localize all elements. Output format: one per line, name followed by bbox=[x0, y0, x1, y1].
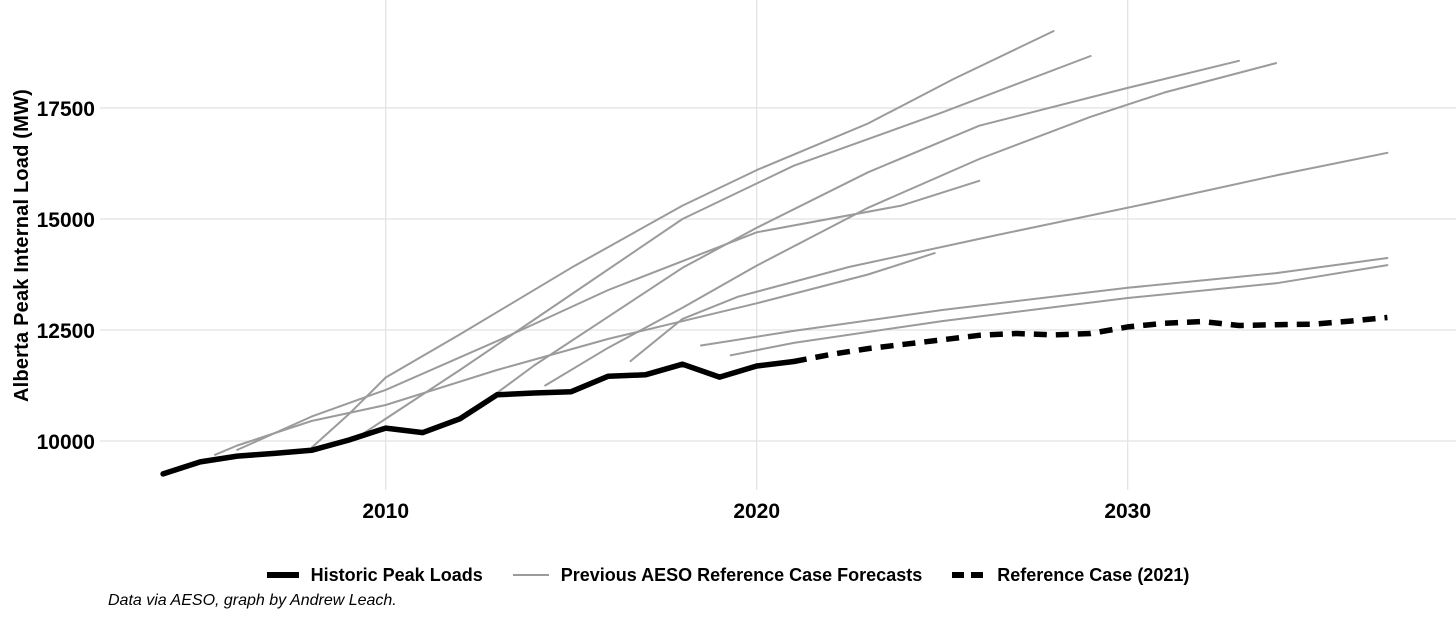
forecast-line bbox=[544, 62, 1278, 387]
forecast-line-swatch bbox=[512, 574, 549, 576]
reference-2021-swatch bbox=[952, 572, 986, 578]
legend-item-forecasts: Previous AESO Reference Case Forecasts bbox=[512, 564, 923, 586]
x-tick-label: 2020 bbox=[733, 500, 780, 523]
forecast-line bbox=[310, 30, 1055, 449]
forecast-line bbox=[470, 59, 1240, 414]
x-tick-label: 2030 bbox=[1104, 500, 1151, 523]
legend-item-reference-2021: Reference Case (2021) bbox=[952, 565, 1189, 586]
legend-label-historic: Historic Peak Loads bbox=[310, 564, 483, 585]
caption: Data via AESO, graph by Andrew Leach. bbox=[108, 592, 397, 609]
forecast-line bbox=[214, 252, 936, 456]
legend: Historic Peak Loads Previous AESO Refere… bbox=[0, 558, 1456, 592]
historic-line-swatch bbox=[266, 572, 299, 578]
y-tick-label: 12500 bbox=[37, 320, 95, 343]
y-tick-label: 10000 bbox=[37, 431, 95, 454]
legend-label-reference-2021: Reference Case (2021) bbox=[997, 564, 1190, 585]
forecast-line bbox=[729, 264, 1389, 357]
forecast-line bbox=[629, 151, 1389, 363]
legend-item-historic: Historic Peak Loads bbox=[266, 564, 483, 586]
reference-2021-line bbox=[793, 314, 1388, 365]
historic-line bbox=[160, 358, 797, 477]
plot-svg: 10000 12500 15000 17500 2010 2020 2030 bbox=[37, 0, 1456, 523]
y-tick-label: 15000 bbox=[37, 209, 95, 232]
forecast-line bbox=[700, 257, 1389, 347]
legend-label-forecasts: Previous AESO Reference Case Forecasts bbox=[560, 564, 923, 585]
forecast-line bbox=[236, 179, 981, 451]
forecast-line bbox=[355, 55, 1092, 440]
y-tick-label: 17500 bbox=[37, 98, 95, 121]
x-tick-label: 2010 bbox=[362, 500, 409, 523]
